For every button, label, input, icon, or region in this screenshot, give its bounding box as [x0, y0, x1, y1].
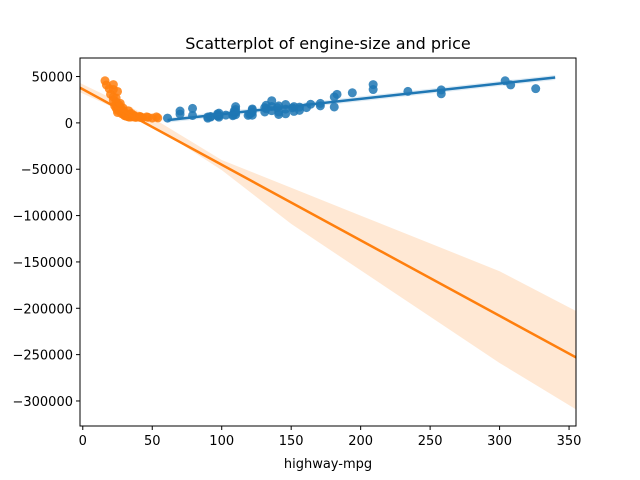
y-tick-label: −50000	[21, 163, 73, 178]
chart-title: Scatterplot of engine-size and price	[185, 34, 470, 53]
regression-line-series-1	[167, 76, 556, 122]
x-tick-label: 100	[209, 434, 234, 449]
scatter-point-series-1	[188, 103, 198, 113]
scatter-point-series-2	[111, 93, 121, 103]
scatter-point-series-1	[261, 100, 271, 110]
x-tick-label: 50	[144, 434, 161, 449]
confidence-band-series-2	[80, 83, 576, 410]
scatter-point-series-1	[329, 102, 339, 112]
scatter-point-series-1	[368, 80, 378, 90]
scatter-point-series-1	[163, 113, 173, 123]
y-tick-label: −250000	[12, 349, 73, 364]
scatter-point-series-1	[531, 84, 541, 94]
scatter-point-series-1	[175, 106, 185, 116]
regression-line-series-2	[80, 86, 576, 359]
x-tick-label: 150	[279, 434, 304, 449]
plot-frame	[79, 57, 577, 427]
x-tick-label: 250	[418, 434, 443, 449]
x-tick-label: 300	[487, 434, 512, 449]
y-tick-label: −300000	[12, 395, 73, 410]
scatter-point-series-1	[332, 89, 342, 99]
scatter-point-series-1	[274, 107, 284, 117]
y-tick-label: −200000	[12, 302, 73, 317]
scatter-point-series-1	[347, 88, 357, 98]
y-tick-label: 0	[65, 117, 73, 132]
scatter-point-series-2	[153, 113, 163, 123]
x-axis-label: highway-mpg	[284, 457, 372, 472]
scatter-point-series-1	[231, 102, 241, 112]
x-tick-label: 350	[557, 434, 582, 449]
y-tick-label: 50000	[32, 71, 73, 86]
y-tick-label: −150000	[12, 256, 73, 271]
x-tick-label: 200	[348, 434, 373, 449]
x-tick-label: 0	[79, 434, 87, 449]
y-tick-label: −100000	[12, 210, 73, 225]
